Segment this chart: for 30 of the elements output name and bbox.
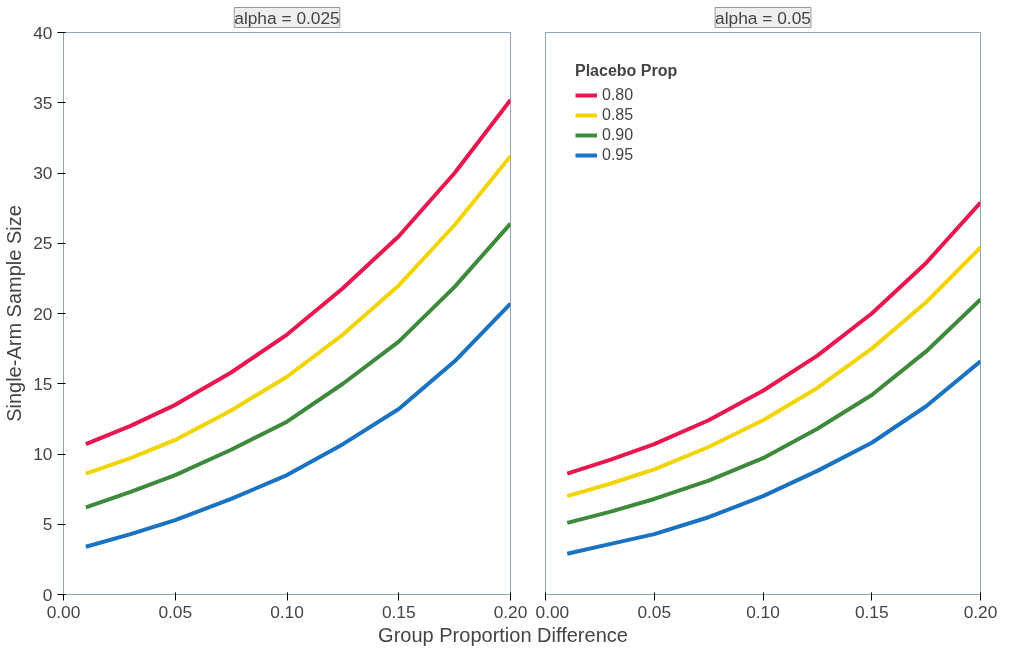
y-tick-label: 5 bbox=[42, 514, 53, 535]
legend-label: 0.85 bbox=[602, 106, 634, 124]
y-tick-label: 35 bbox=[33, 92, 53, 113]
y-tick-label: 20 bbox=[33, 303, 53, 324]
y-tick-label: 25 bbox=[33, 233, 53, 254]
x-tick-label: 0.15 bbox=[854, 601, 889, 622]
x-tick-label: 0.00 bbox=[535, 601, 570, 622]
x-tick-label: 0.10 bbox=[746, 601, 780, 622]
legend-label: 0.80 bbox=[602, 86, 634, 104]
y-tick-label: 30 bbox=[33, 163, 53, 183]
y-tick-label: 10 bbox=[33, 444, 53, 464]
line-series bbox=[83, 221, 511, 510]
legend-label: 0.90 bbox=[602, 126, 634, 144]
x-tick-label: 0.15 bbox=[381, 601, 416, 622]
y-tick-label: 40 bbox=[33, 22, 53, 43]
x-tick-label: 0.10 bbox=[270, 601, 304, 622]
line-series bbox=[83, 154, 511, 476]
chart-title: alpha = 0.025 bbox=[234, 7, 340, 28]
x-tick-label: 0.20 bbox=[493, 601, 528, 622]
x-tick-label: 0.05 bbox=[158, 601, 193, 622]
y-tick-label: 15 bbox=[33, 373, 53, 394]
x-axis-title: Group Proportion Difference bbox=[378, 623, 628, 646]
line-series bbox=[83, 97, 511, 447]
x-tick-label: 0.20 bbox=[963, 601, 998, 622]
line-series bbox=[83, 301, 511, 549]
chart-title: alpha = 0.05 bbox=[715, 7, 811, 28]
legend-label: 0.95 bbox=[602, 146, 634, 164]
legend-title: Placebo Prop bbox=[575, 62, 678, 80]
x-tick-label: 0.05 bbox=[637, 601, 672, 622]
y-axis-title: Single-Arm Sample Size bbox=[3, 205, 26, 422]
